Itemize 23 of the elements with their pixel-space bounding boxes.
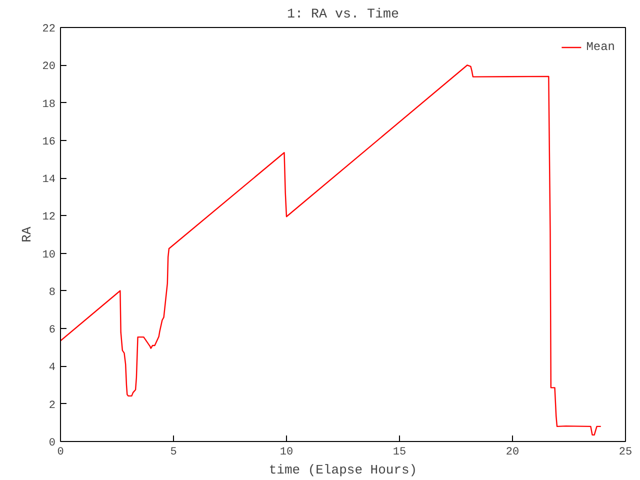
legend-label: Mean: [586, 40, 615, 54]
y-tick-label: 0: [48, 438, 56, 450]
x-tick-label: 25: [618, 446, 632, 458]
y-tick-label: 4: [48, 362, 56, 374]
y-tick-label: 16: [42, 136, 56, 148]
y-tick-label: 2: [48, 400, 56, 412]
x-tick-label: 20: [506, 446, 520, 458]
x-axis-title: time (Elapse Hours): [268, 462, 418, 478]
y-tick-label: 10: [42, 249, 56, 262]
x-tick-label: 5: [170, 446, 177, 458]
y-tick-label: 20: [42, 61, 56, 74]
y-tick-label: 6: [48, 324, 56, 337]
y-axis-title: RA: [19, 226, 34, 242]
x-tick-label: 10: [280, 446, 294, 458]
y-tick-label: 12: [42, 212, 56, 224]
x-tick-label: 15: [392, 446, 406, 458]
y-tick-label: 22: [42, 24, 56, 36]
line-series: [60, 64, 602, 436]
y-tick-label: 18: [42, 98, 56, 111]
chart-title: 1: RA vs. Time: [287, 8, 399, 22]
x-tick-label: 0: [57, 446, 64, 458]
y-tick-label: 8: [48, 286, 56, 299]
y-tick-label: 14: [42, 174, 56, 186]
